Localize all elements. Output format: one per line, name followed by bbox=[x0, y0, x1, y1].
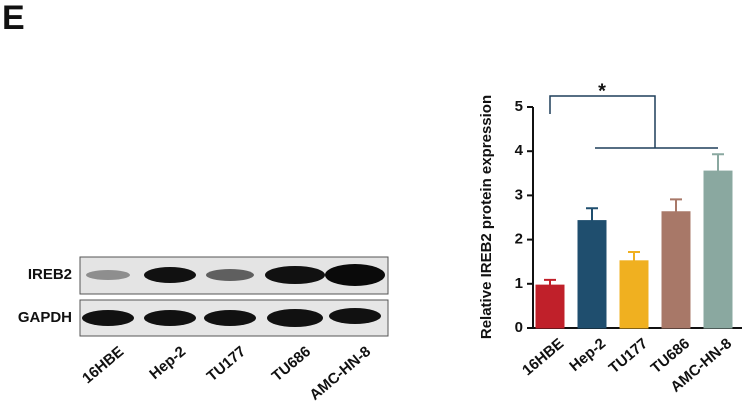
western-blot bbox=[79, 256, 389, 337]
lane-label: TU177 bbox=[204, 343, 249, 385]
significance-mark: * bbox=[598, 80, 606, 102]
panel-label: E bbox=[2, 0, 25, 37]
band bbox=[325, 264, 385, 286]
y-tick-label: 0 bbox=[515, 319, 523, 336]
band bbox=[86, 270, 130, 280]
band bbox=[265, 266, 325, 284]
band bbox=[144, 310, 196, 326]
y-tick-label: 4 bbox=[515, 142, 524, 159]
band bbox=[82, 310, 134, 326]
y-tick-label: 5 bbox=[515, 98, 523, 115]
bar bbox=[577, 220, 607, 329]
bar bbox=[619, 260, 649, 329]
bar bbox=[535, 284, 565, 329]
y-axis-title: Relative IREB2 protein expression bbox=[478, 95, 495, 339]
significance-bracket bbox=[549, 95, 718, 149]
lane-label: AMC-HN-8 bbox=[306, 343, 374, 404]
band bbox=[267, 309, 323, 327]
error-bar bbox=[670, 198, 682, 212]
band bbox=[204, 310, 256, 326]
lane-label: 16HBE bbox=[79, 343, 127, 387]
row-label: GAPDH bbox=[18, 309, 72, 326]
y-tick-label: 1 bbox=[515, 275, 523, 292]
error-bar bbox=[628, 250, 640, 261]
band bbox=[329, 308, 381, 324]
bar bbox=[703, 170, 733, 329]
x-tick-label: 16HBE bbox=[519, 335, 567, 379]
lane-label: Hep-2 bbox=[146, 343, 189, 383]
y-tick-label: 3 bbox=[515, 186, 523, 203]
band bbox=[144, 267, 196, 283]
error-bar bbox=[544, 278, 556, 286]
error-bar bbox=[712, 153, 724, 172]
y-tick-label: 2 bbox=[515, 231, 523, 248]
row-label: IREB2 bbox=[28, 266, 72, 283]
band bbox=[206, 269, 254, 281]
lane-label: TU686 bbox=[269, 343, 314, 385]
x-tick-label: TU177 bbox=[606, 335, 651, 377]
x-tick-label: Hep-2 bbox=[566, 335, 609, 375]
bar bbox=[661, 211, 691, 329]
error-bar bbox=[586, 207, 598, 221]
